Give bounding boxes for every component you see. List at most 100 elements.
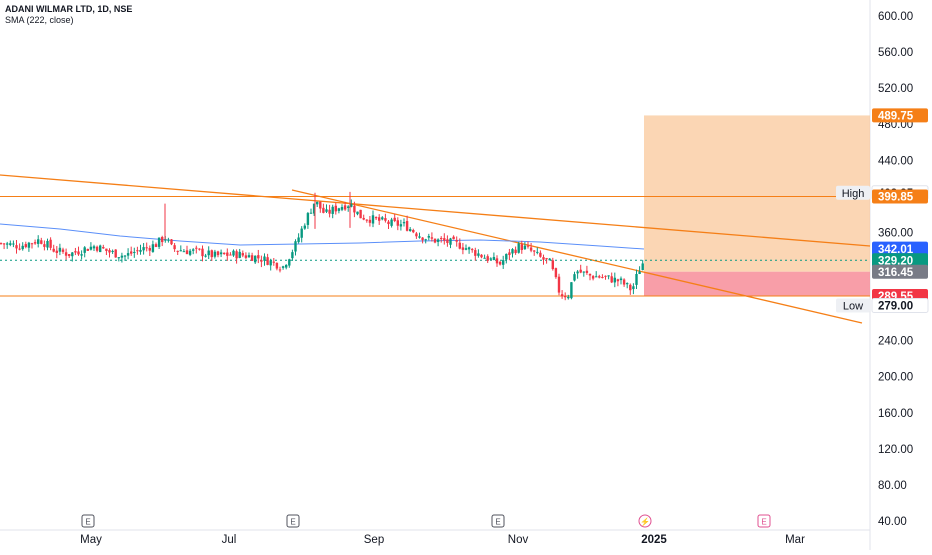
candle-body[interactable]: [616, 279, 620, 282]
candle-body[interactable]: [536, 251, 539, 253]
candle-body[interactable]: [95, 246, 99, 251]
candle-body[interactable]: [396, 220, 399, 226]
candle-body[interactable]: [334, 205, 337, 212]
earnings-event-icon[interactable]: ⚡: [638, 514, 652, 528]
candle-body[interactable]: [452, 236, 455, 240]
candle-body[interactable]: [489, 258, 492, 260]
candle-body[interactable]: [46, 240, 49, 248]
candle-body[interactable]: [161, 237, 164, 243]
candle-body[interactable]: [458, 242, 461, 249]
candle-body[interactable]: [27, 242, 31, 248]
candle-body[interactable]: [526, 245, 530, 247]
profit-zone[interactable]: [644, 115, 870, 272]
candle-body[interactable]: [83, 247, 86, 253]
candle-body[interactable]: [9, 243, 12, 245]
candle-body[interactable]: [471, 249, 474, 251]
candle-body[interactable]: [374, 217, 378, 219]
candle-body[interactable]: [108, 250, 111, 253]
candle-body[interactable]: [312, 203, 316, 214]
candle-body[interactable]: [464, 248, 468, 250]
candle-body[interactable]: [517, 243, 520, 253]
candle-body[interactable]: [195, 247, 198, 249]
candle-body[interactable]: [80, 254, 83, 256]
candle-body[interactable]: [188, 250, 192, 255]
candle-body[interactable]: [331, 206, 334, 214]
candle-body[interactable]: [74, 251, 77, 253]
candle-body[interactable]: [393, 217, 396, 222]
candle-body[interactable]: [77, 251, 80, 255]
candle-body[interactable]: [92, 246, 96, 249]
candle-body[interactable]: [151, 244, 155, 252]
candle-body[interactable]: [433, 238, 437, 243]
candle-body[interactable]: [157, 237, 161, 247]
candle-body[interactable]: [359, 209, 362, 219]
sma-line[interactable]: [0, 223, 645, 250]
candle-body[interactable]: [260, 260, 263, 262]
candle-body[interactable]: [117, 257, 120, 259]
candle-body[interactable]: [514, 249, 517, 254]
candle-body[interactable]: [133, 251, 136, 253]
earnings-event-icon[interactable]: E: [81, 514, 95, 528]
candle-body[interactable]: [61, 249, 65, 252]
time-axis[interactable]: May Jul Sep Nov 2025 Mar: [80, 534, 805, 546]
candle-body[interactable]: [381, 217, 384, 220]
candle-body[interactable]: [557, 276, 561, 293]
candle-body[interactable]: [498, 261, 502, 265]
candle-body[interactable]: [154, 244, 158, 247]
candle-body[interactable]: [43, 244, 46, 247]
candle-body[interactable]: [216, 251, 220, 256]
candle-body[interactable]: [427, 236, 430, 238]
candle-body[interactable]: [610, 276, 613, 283]
candle-body[interactable]: [238, 251, 241, 258]
candle-body[interactable]: [182, 251, 186, 253]
candle-body[interactable]: [285, 264, 288, 268]
candle-body[interactable]: [402, 222, 406, 224]
candle-body[interactable]: [567, 296, 570, 299]
candle-body[interactable]: [64, 252, 68, 256]
candle-body[interactable]: [356, 211, 359, 215]
candle-body[interactable]: [269, 260, 272, 266]
candle-body[interactable]: [508, 252, 511, 255]
candle-body[interactable]: [511, 249, 514, 254]
candle-body[interactable]: [585, 270, 589, 273]
candle-body[interactable]: [443, 238, 446, 241]
candle-body[interactable]: [560, 294, 564, 297]
candle-body[interactable]: [613, 277, 616, 283]
candle-body[interactable]: [635, 273, 638, 285]
candle-body[interactable]: [436, 239, 440, 242]
candle-body[interactable]: [229, 254, 232, 256]
candle-body[interactable]: [505, 253, 508, 260]
candle-body[interactable]: [588, 273, 592, 276]
candle-body[interactable]: [263, 256, 266, 261]
candle-body[interactable]: [303, 225, 306, 229]
candle-body[interactable]: [551, 260, 554, 270]
candle-body[interactable]: [130, 251, 133, 254]
candle-body[interactable]: [548, 258, 551, 261]
candle-body[interactable]: [170, 239, 173, 245]
candle-body[interactable]: [415, 233, 418, 237]
candle-body[interactable]: [226, 252, 229, 256]
candle-body[interactable]: [241, 253, 244, 256]
candle-body[interactable]: [254, 255, 257, 263]
candle-body[interactable]: [86, 248, 89, 251]
candle-body[interactable]: [278, 269, 282, 271]
candle-body[interactable]: [607, 275, 610, 277]
candle-body[interactable]: [102, 247, 105, 249]
candle-body[interactable]: [232, 250, 235, 256]
candle-body[interactable]: [145, 247, 148, 249]
candle-body[interactable]: [622, 279, 626, 285]
candle-body[interactable]: [281, 266, 285, 268]
candle-body[interactable]: [409, 229, 412, 232]
candle-body[interactable]: [114, 249, 117, 258]
candle-body[interactable]: [554, 268, 558, 278]
candle-body[interactable]: [564, 296, 567, 298]
candle-body[interactable]: [591, 276, 595, 279]
candle-body[interactable]: [12, 243, 15, 245]
candle-body[interactable]: [582, 271, 585, 273]
candle-body[interactable]: [570, 282, 573, 299]
candle-body[interactable]: [179, 250, 182, 252]
candle-body[interactable]: [319, 201, 322, 209]
candle-body[interactable]: [387, 221, 390, 225]
candle-body[interactable]: [467, 247, 471, 250]
